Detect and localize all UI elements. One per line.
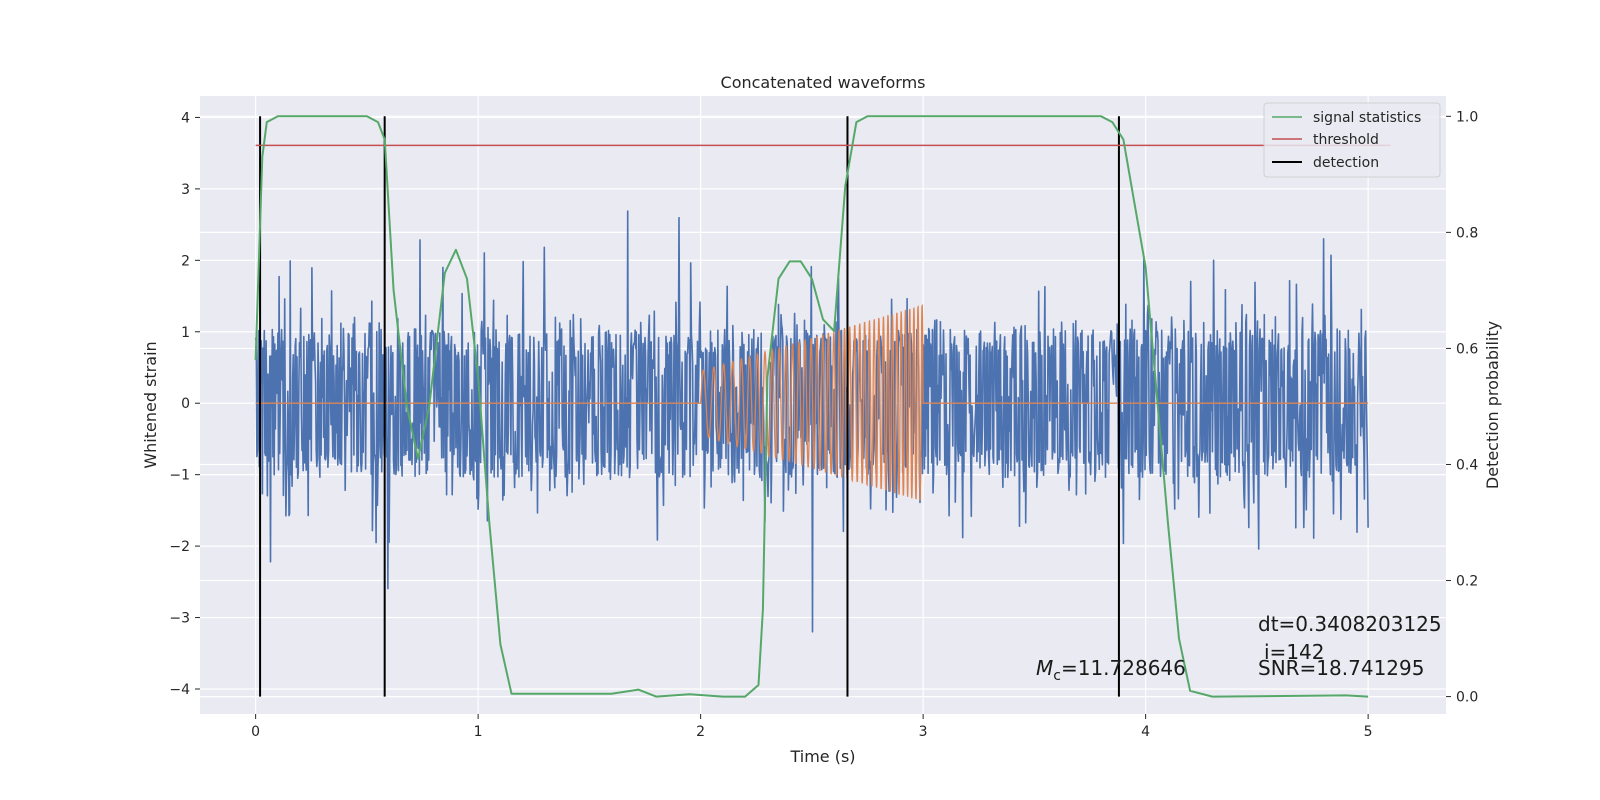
y2-tick-label-4: 0.2 — [1456, 574, 1478, 590]
tick-labels: 0 1 2 3 4 5 4 3 2 1 0 −1 −2 −3 −4 1.0 0.8 0.6 0.4 0.2 0.0 — [169, 109, 1478, 740]
annotation-chirp-mass-symbol: M — [1036, 656, 1053, 680]
signal-statistics-series — [254, 115, 1369, 698]
y2-tick-label-3: 0.4 — [1456, 457, 1478, 473]
y-tick-label-4: 0 — [181, 396, 190, 412]
template-series — [255, 303, 1369, 501]
x-tick-label-4: 4 — [1141, 724, 1150, 740]
x-tick-label-2: 2 — [696, 724, 705, 740]
x-tick-label-1: 1 — [474, 724, 483, 740]
noise-line — [254, 210, 1369, 633]
annotation-snr: SNR=18.741295 — [1258, 656, 1424, 680]
legend-box — [1263, 102, 1441, 178]
y-tick-label-1: 3 — [181, 182, 190, 198]
annotation-chirp-mass-value: =11.728646 — [1061, 656, 1186, 680]
x-tick-label-3: 3 — [919, 724, 928, 740]
y-tick-label-0: 4 — [181, 110, 190, 126]
x-axis-label: Time (s) — [789, 747, 855, 766]
annotation-chirp-mass-subscript: c — [1053, 668, 1061, 684]
annotation-chirp-mass: Mc=11.728646 — [1036, 656, 1186, 684]
y-axis-label: Whitened strain — [141, 341, 160, 468]
y-tick-label-8: −4 — [169, 682, 190, 698]
legend-label-detection: detection — [1313, 155, 1379, 171]
x-tick-label-0: 0 — [251, 724, 260, 740]
noise-series — [254, 210, 1369, 633]
annotation-dt: dt=0.3408203125 — [1258, 612, 1442, 636]
y-tick-label-7: −3 — [169, 611, 190, 627]
annotation-index: i=142 — [1264, 640, 1325, 664]
y2-tick-label-1: 0.8 — [1456, 225, 1478, 241]
legend-label-signal-statistics: signal statistics — [1313, 110, 1421, 126]
y2-tick-label-5: 0.0 — [1456, 690, 1478, 706]
y2-tick-label-0: 1.0 — [1456, 109, 1478, 125]
x-tick-label-5: 5 — [1364, 724, 1373, 740]
y-tick-label-6: −2 — [169, 539, 190, 555]
chart-title: Concatenated waveforms — [721, 73, 926, 92]
template-line — [255, 303, 1369, 501]
y-tick-label-2: 2 — [181, 253, 190, 269]
legend-label-threshold: threshold — [1313, 132, 1379, 148]
legend: signal statistics threshold detection — [1263, 102, 1441, 178]
y2-axis-label: Detection probability — [1483, 321, 1502, 489]
y-tick-label-3: 1 — [181, 325, 190, 341]
signal-statistics-line — [254, 115, 1369, 698]
y-tick-label-5: −1 — [169, 468, 190, 484]
y2-tick-label-2: 0.6 — [1456, 341, 1478, 357]
